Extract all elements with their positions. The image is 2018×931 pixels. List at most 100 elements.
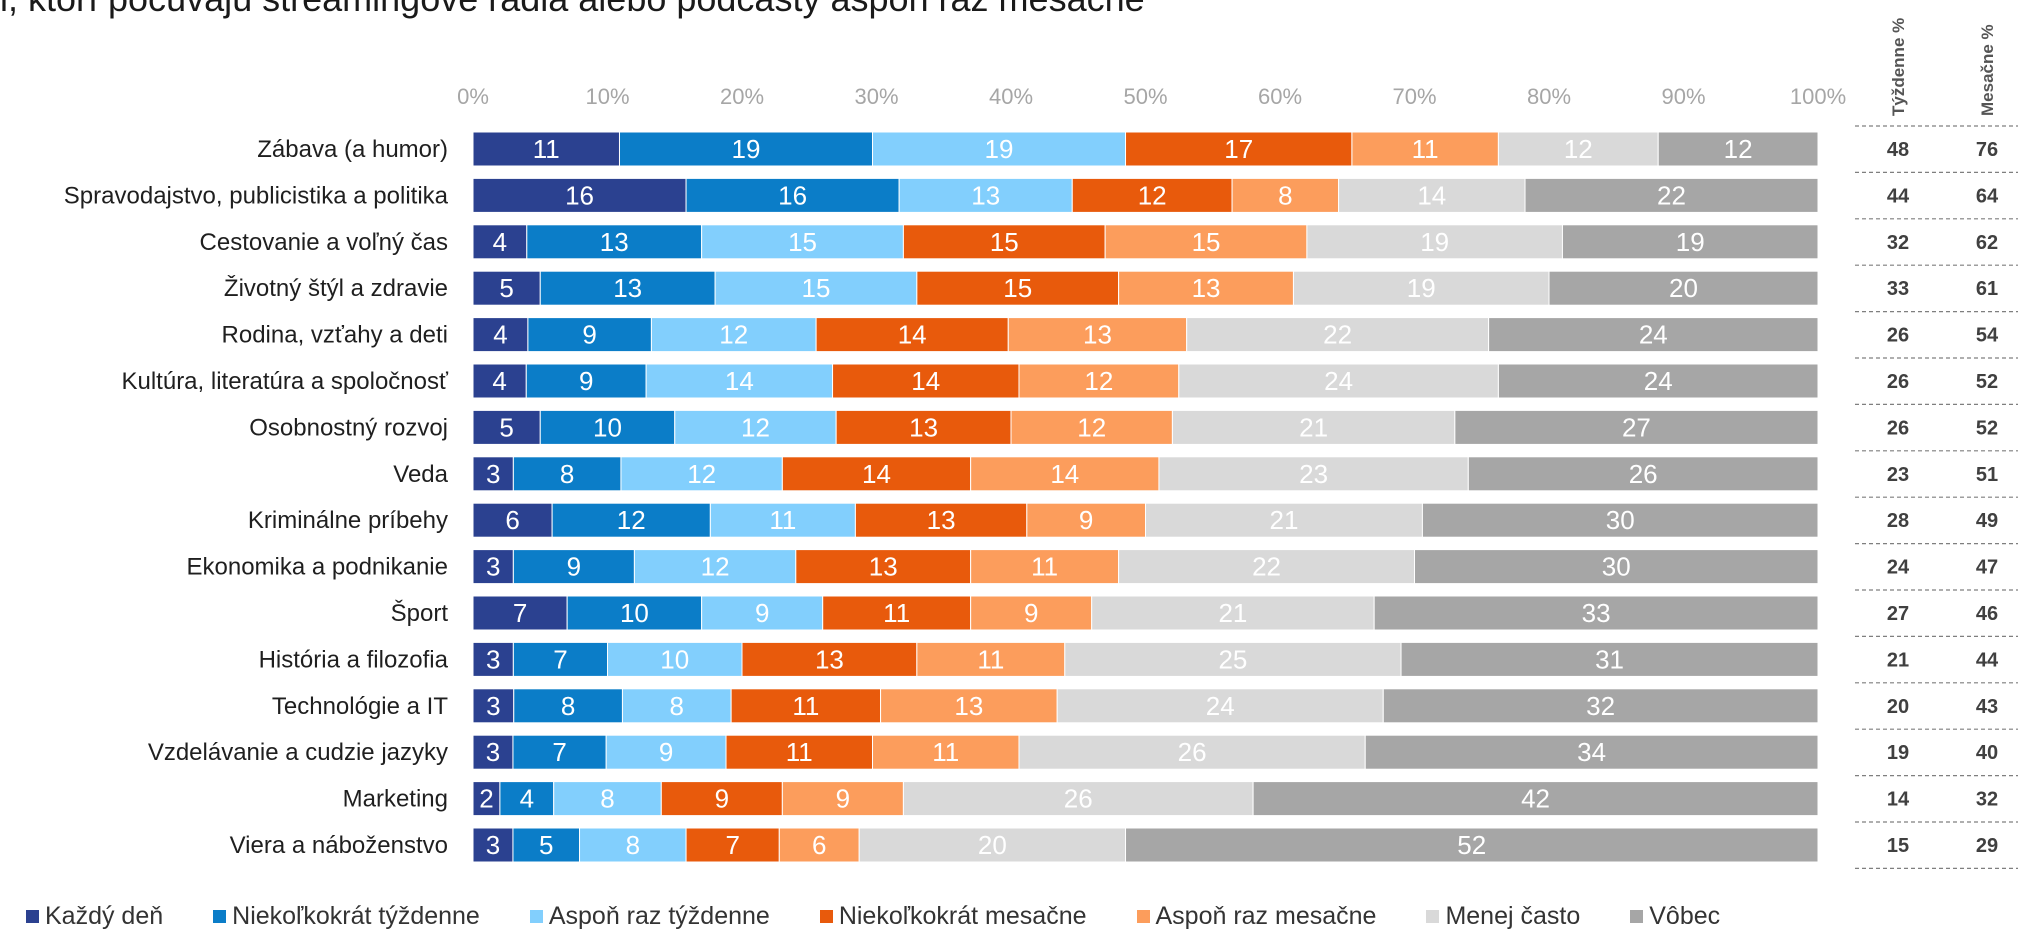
- side-column-value: 20: [1887, 696, 1909, 718]
- side-column-value: 40: [1976, 742, 1998, 764]
- bar-segment: [650, 317, 817, 353]
- data-label: 12: [1077, 412, 1106, 442]
- side-column-value: 28: [1887, 510, 1909, 532]
- data-label: 11: [977, 644, 1004, 674]
- data-label: 22: [1657, 180, 1686, 210]
- data-label: 17: [1224, 134, 1253, 164]
- data-label: 25: [1218, 644, 1247, 674]
- data-label: 31: [1595, 644, 1624, 674]
- legend-swatch: [213, 910, 227, 923]
- side-column-header: Mesačne %: [1978, 24, 1997, 116]
- bar-segment: [970, 595, 1093, 631]
- bar-segment: [645, 363, 834, 399]
- side-column-value: 26: [1887, 417, 1909, 439]
- bar-segment: [701, 595, 824, 631]
- data-label: 22: [1252, 552, 1281, 582]
- legend-swatch: [26, 910, 39, 923]
- bar-segment: [472, 224, 528, 260]
- bar-segment: [512, 734, 607, 770]
- bar-segment: [512, 549, 635, 585]
- x-tick-label: 70%: [1392, 84, 1436, 109]
- legend-swatch: [529, 910, 543, 923]
- side-column-value: 21: [1887, 649, 1909, 671]
- bar-segment: [1657, 131, 1819, 167]
- category-label: Technológie a IT: [272, 693, 448, 720]
- category-label: Marketing: [343, 786, 448, 813]
- bar-segment: [525, 363, 647, 399]
- data-label: 14: [911, 366, 940, 396]
- side-column-value: 52: [1976, 371, 1998, 393]
- side-column-value: 61: [1976, 278, 1998, 300]
- bar-segment: [1338, 177, 1526, 213]
- data-label: 14: [725, 366, 754, 396]
- chart-legend: Každý deň Niekoľkokrát týždenne Aspoň raz …: [26, 902, 1720, 931]
- data-label: 4: [493, 227, 507, 257]
- data-label: 30: [1602, 552, 1631, 582]
- data-label: 8: [561, 691, 575, 721]
- data-label: 12: [701, 552, 730, 582]
- legend-swatch: [1426, 910, 1440, 923]
- bar-segment: [781, 456, 972, 492]
- bar-segment: [1071, 177, 1233, 213]
- bar-segment: [832, 363, 1020, 399]
- side-column-value: 19: [1887, 742, 1909, 764]
- category-label: Ekonomika a podnikanie: [186, 554, 448, 581]
- side-column-value: 76: [1976, 139, 1998, 161]
- data-label: 21: [1218, 598, 1247, 628]
- bar-segment: [1497, 363, 1819, 399]
- bar-segment: [795, 549, 972, 585]
- data-label: 52: [1457, 830, 1486, 860]
- data-label: 26: [1178, 737, 1207, 767]
- data-label: 9: [715, 784, 729, 814]
- data-label: 12: [741, 412, 770, 442]
- bar-segment: [472, 595, 568, 631]
- side-column-value: 52: [1976, 417, 1998, 439]
- data-label: 22: [1323, 320, 1352, 350]
- data-label: 13: [600, 227, 629, 257]
- legend-swatch: [819, 910, 833, 923]
- side-column-value: 64: [1976, 185, 1999, 207]
- data-label: 16: [778, 180, 807, 210]
- bar-segment: [822, 595, 972, 631]
- bar-segment: [472, 409, 541, 445]
- data-label: 2: [479, 784, 493, 814]
- data-label: 12: [1138, 180, 1167, 210]
- data-label: 24: [1206, 691, 1235, 721]
- data-label: 9: [579, 366, 593, 396]
- side-column-value: 15: [1887, 835, 1909, 857]
- data-label: 11: [1412, 134, 1439, 164]
- bar-segment: [898, 177, 1073, 213]
- bar-segment: [1091, 595, 1375, 631]
- side-column-value: 26: [1887, 325, 1909, 347]
- data-label: 14: [898, 320, 927, 350]
- side-column-value: 27: [1887, 603, 1909, 625]
- data-label: 24: [1639, 320, 1668, 350]
- side-column-value: 32: [1976, 789, 1998, 811]
- bar-segment: [1414, 549, 1819, 585]
- bar-segment: [701, 224, 904, 260]
- bar-segment: [730, 688, 882, 724]
- bar-segment: [1171, 409, 1456, 445]
- bar-segment: [674, 409, 837, 445]
- side-column-value: 14: [1887, 789, 1910, 811]
- legend-swatch: [1136, 910, 1150, 923]
- category-label: Viera a náboženstvo: [230, 832, 448, 859]
- data-label: 12: [719, 320, 748, 350]
- bar-segment: [1118, 549, 1415, 585]
- bar-segment: [709, 502, 856, 538]
- data-label: 7: [552, 737, 566, 767]
- bar-segment: [1064, 641, 1402, 677]
- bar-segment: [1454, 409, 1819, 445]
- data-label: 8: [600, 784, 614, 814]
- legend-item: Aspoň raz týždenne: [529, 902, 770, 931]
- bar-segment: [553, 781, 662, 817]
- bar-segment: [1488, 317, 1819, 353]
- bar-segment: [472, 177, 687, 213]
- data-label: 19: [1676, 227, 1705, 257]
- bar-segment: [1561, 224, 1819, 260]
- bar-segment: [1158, 456, 1469, 492]
- side-column-value: 26: [1887, 371, 1909, 393]
- category-label: Veda: [393, 461, 448, 488]
- data-label: 23: [1299, 459, 1328, 489]
